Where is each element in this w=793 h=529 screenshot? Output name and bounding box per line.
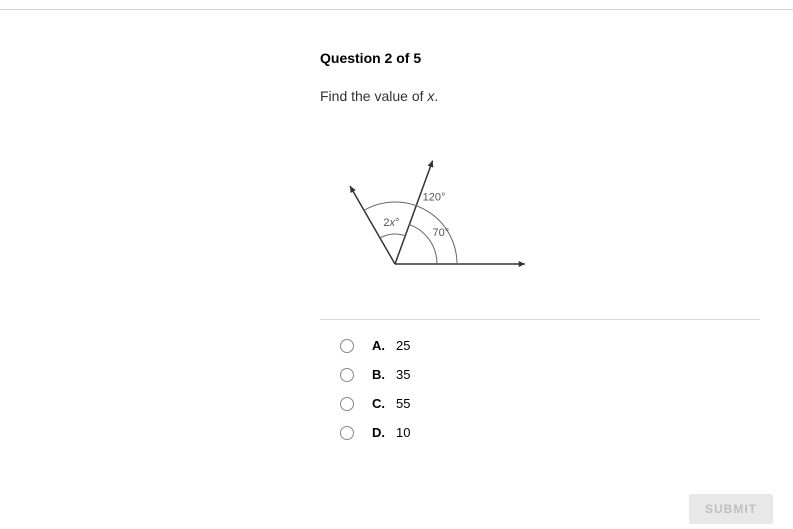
option-letter: C. bbox=[372, 396, 388, 411]
option-value: 10 bbox=[396, 425, 410, 440]
submit-button[interactable]: SUBMIT bbox=[689, 494, 773, 524]
option-a[interactable]: A. 25 bbox=[340, 338, 793, 353]
option-value: 35 bbox=[396, 367, 410, 382]
option-letter: B. bbox=[372, 367, 388, 382]
diagram-svg: 70° 120° 2x° bbox=[325, 144, 525, 274]
option-letter: A. bbox=[372, 338, 388, 353]
svg-text:70°: 70° bbox=[433, 227, 450, 239]
svg-text:120°: 120° bbox=[423, 191, 446, 203]
question-prompt: Find the value of x. bbox=[320, 88, 793, 104]
option-value: 55 bbox=[396, 396, 410, 411]
question-content: Question 2 of 5 Find the value of x. 70°… bbox=[0, 10, 793, 440]
option-b[interactable]: B. 35 bbox=[340, 367, 793, 382]
radio-icon bbox=[340, 368, 354, 382]
option-d[interactable]: D. 10 bbox=[340, 425, 793, 440]
top-bar bbox=[0, 0, 793, 10]
options-list: A. 25 B. 35 C. 55 D. 10 bbox=[320, 338, 793, 440]
option-letter: D. bbox=[372, 425, 388, 440]
option-c[interactable]: C. 55 bbox=[340, 396, 793, 411]
radio-icon bbox=[340, 397, 354, 411]
angle-diagram: 70° 120° 2x° bbox=[325, 144, 793, 279]
question-header: Question 2 of 5 bbox=[320, 50, 793, 66]
options-divider bbox=[320, 319, 760, 320]
option-value: 25 bbox=[396, 338, 410, 353]
radio-icon bbox=[340, 426, 354, 440]
radio-icon bbox=[340, 339, 354, 353]
prompt-prefix: Find the value of bbox=[320, 88, 427, 104]
svg-text:2x°: 2x° bbox=[383, 217, 399, 229]
prompt-suffix: . bbox=[434, 88, 438, 104]
